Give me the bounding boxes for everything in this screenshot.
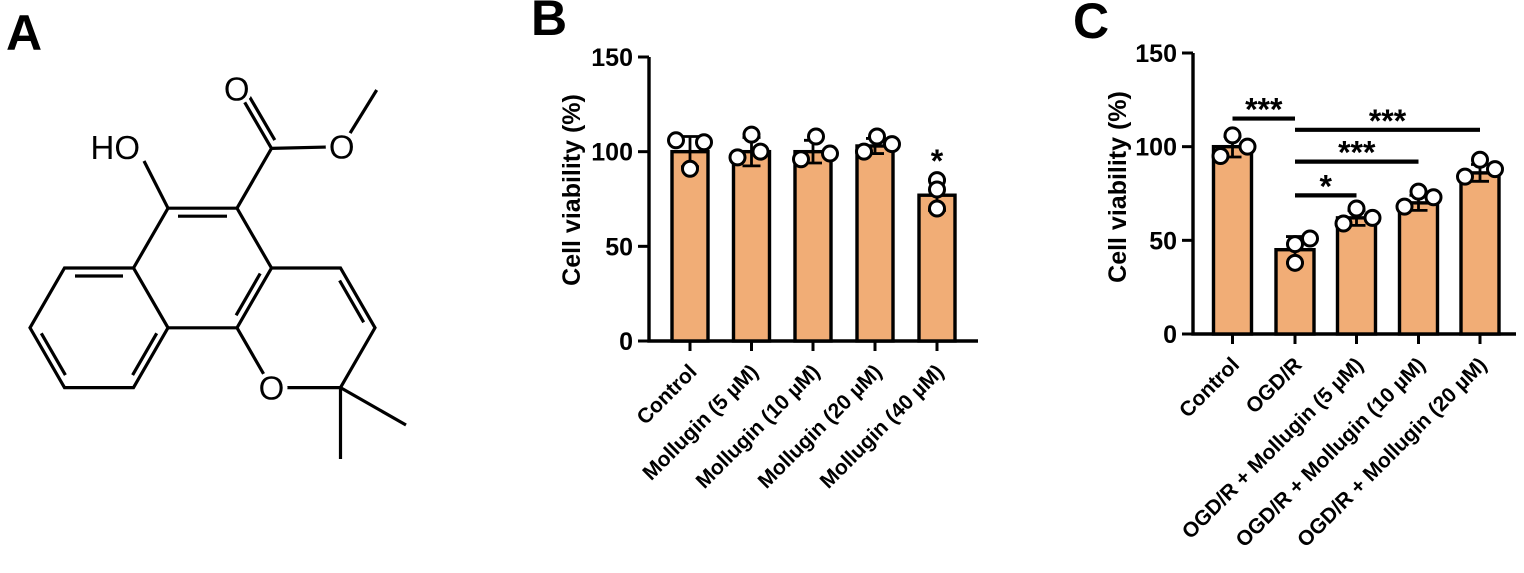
data-point bbox=[1301, 229, 1319, 248]
significance-label: *** bbox=[1369, 103, 1407, 139]
molecule-bonds bbox=[28, 87, 407, 459]
significance-label: *** bbox=[1245, 92, 1283, 128]
double-bond-inner bbox=[39, 332, 67, 376]
data-point bbox=[1286, 253, 1304, 272]
molecule-structure-mollugin: HO O O O bbox=[28, 71, 407, 459]
y-tick-label: 150 bbox=[1135, 40, 1177, 68]
bar bbox=[1459, 171, 1501, 336]
y-tick-label: 100 bbox=[1135, 134, 1177, 162]
data-point bbox=[1347, 199, 1366, 218]
data-point bbox=[1211, 147, 1230, 166]
data-point bbox=[742, 125, 761, 144]
data-point bbox=[807, 127, 825, 146]
data-point bbox=[1334, 214, 1353, 233]
bar bbox=[1211, 144, 1254, 336]
y-tick-label: 0 bbox=[1163, 321, 1177, 349]
panel-label-a: A bbox=[6, 5, 43, 61]
y-tick-label: 0 bbox=[619, 328, 633, 356]
data-point bbox=[695, 133, 713, 152]
bar bbox=[670, 149, 710, 343]
data-point bbox=[728, 148, 747, 167]
data-point bbox=[1223, 126, 1242, 145]
data-point bbox=[1395, 197, 1414, 216]
x-category-label: Control bbox=[1175, 353, 1244, 422]
data-point bbox=[1456, 167, 1474, 186]
data-point bbox=[1238, 137, 1257, 156]
y-tick-label: 50 bbox=[605, 233, 633, 261]
carbonyl-oxygen-label: O bbox=[224, 71, 250, 108]
x-category-label: Mollugin (5 µM) bbox=[638, 360, 763, 485]
panel-label-b: B bbox=[531, 0, 568, 46]
y-axis-title: Cell viability (%) bbox=[1104, 91, 1132, 283]
significance-label: *** bbox=[1338, 135, 1376, 171]
significance-label: * bbox=[1320, 168, 1333, 204]
bar bbox=[731, 149, 772, 343]
label-mask bbox=[325, 130, 358, 163]
panel-label-c: C bbox=[1073, 0, 1110, 49]
data-point bbox=[1471, 150, 1489, 169]
y-tick-label: 100 bbox=[591, 139, 633, 167]
data-point bbox=[1363, 208, 1382, 227]
hydroxyl-label: HO bbox=[91, 129, 141, 166]
y-tick-label: 50 bbox=[1149, 227, 1177, 255]
significance-star: * bbox=[931, 143, 944, 179]
data-point bbox=[667, 131, 685, 150]
bar bbox=[1397, 201, 1440, 336]
molecule-atom-labels: HO O O O bbox=[91, 71, 358, 407]
data-point bbox=[821, 144, 839, 163]
data-point bbox=[1424, 188, 1443, 207]
bar bbox=[855, 144, 895, 343]
data-point bbox=[792, 150, 810, 169]
y-axis-title: Cell viability (%) bbox=[558, 94, 586, 286]
bar bbox=[1335, 216, 1378, 336]
ester-oxygen-label: O bbox=[329, 129, 355, 166]
double-bond-inner bbox=[338, 279, 366, 324]
label-mask bbox=[255, 371, 288, 404]
label-mask bbox=[220, 72, 253, 105]
pyran-oxygen-label: O bbox=[259, 370, 285, 407]
y-tick-label: 150 bbox=[591, 44, 633, 72]
data-point bbox=[883, 135, 901, 154]
bar bbox=[793, 149, 833, 343]
data-point bbox=[928, 180, 946, 199]
data-point bbox=[928, 199, 946, 218]
double-bond-inner bbox=[244, 89, 277, 141]
data-point bbox=[751, 142, 770, 161]
double-bond-inner bbox=[131, 332, 159, 376]
data-point bbox=[681, 159, 699, 178]
data-point bbox=[1409, 182, 1428, 201]
double-bond-inner bbox=[234, 272, 262, 317]
data-point bbox=[868, 127, 886, 146]
data-point bbox=[1486, 160, 1504, 179]
data-point bbox=[855, 142, 873, 161]
data-point bbox=[1286, 235, 1304, 254]
